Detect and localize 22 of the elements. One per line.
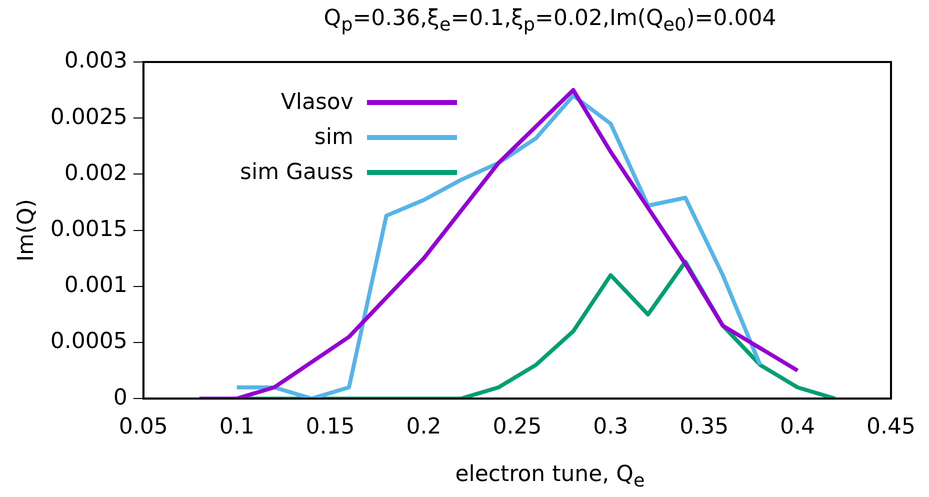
y-tick-label: 0.003 — [64, 48, 128, 74]
y-tick-label: 0.001 — [64, 273, 128, 298]
x-axis-title: electron tune, Q$_{e}$ — [454, 462, 646, 491]
y-tick-label: 0.0025 — [50, 104, 128, 130]
y-axis-title: Im(Q) — [14, 199, 39, 262]
x-tick-label: 0.15 — [306, 414, 355, 440]
legend-label: sim — [314, 124, 354, 152]
x-tick-label: 0.2 — [406, 414, 442, 440]
x-tick-label: 0.35 — [680, 414, 729, 440]
x-tick-label: 0.25 — [492, 414, 542, 440]
legend-label: Vlasov — [280, 89, 354, 117]
y-tick-label: 0 — [113, 385, 128, 410]
y-tick-label: 0.002 — [64, 160, 128, 186]
y-tick-label: 0.0015 — [50, 217, 128, 242]
x-tick-label: 0.05 — [118, 414, 168, 440]
x-tick-label: 0.1 — [219, 414, 254, 440]
legend-label: sim Gauss — [240, 159, 354, 187]
chart-title: Q$_{p}$=0.36,ξ$_{e}$=0.1,ξ$_{p}$=0.02,Im(Q$_{e0}$)=0.004 — [324, 6, 776, 36]
x-tick-label: 0.3 — [593, 414, 628, 440]
x-tick-label: 0.45 — [866, 414, 916, 440]
y-tick-label: 0.0005 — [50, 329, 128, 354]
x-tick-label: 0.4 — [780, 414, 816, 440]
